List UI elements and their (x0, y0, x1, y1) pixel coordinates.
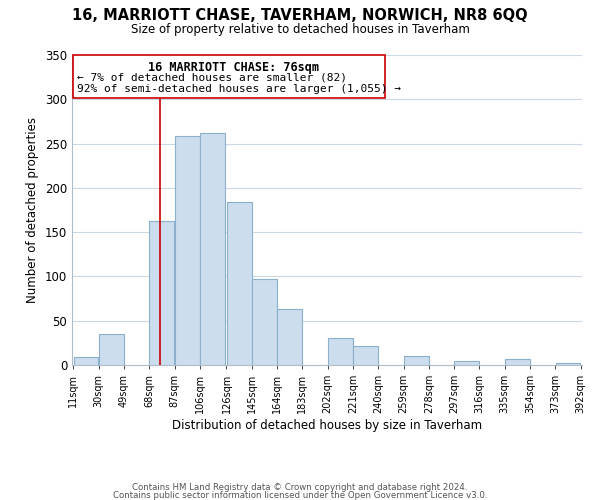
FancyBboxPatch shape (73, 55, 385, 98)
Text: ← 7% of detached houses are smaller (82): ← 7% of detached houses are smaller (82) (77, 72, 347, 83)
Bar (277, 309, 302, 365)
Bar (227, 202, 251, 365)
Bar (454, 360, 479, 365)
Text: Size of property relative to detached houses in Taverham: Size of property relative to detached ho… (131, 22, 469, 36)
Bar (353, 346, 378, 365)
X-axis label: Distribution of detached houses by size in Taverham: Distribution of detached houses by size … (172, 419, 482, 432)
Text: Contains public sector information licensed under the Open Government Licence v3: Contains public sector information licen… (113, 491, 487, 500)
Text: 92% of semi-detached houses are larger (1,055) →: 92% of semi-detached houses are larger (… (77, 84, 401, 94)
Bar (74, 357, 98, 365)
Text: 16 MARRIOTT CHASE: 76sqm: 16 MARRIOTT CHASE: 76sqm (148, 61, 319, 74)
Text: Contains HM Land Registry data © Crown copyright and database right 2024.: Contains HM Land Registry data © Crown c… (132, 484, 468, 492)
Bar (328, 338, 353, 365)
Bar (149, 220, 175, 365)
Bar (252, 279, 277, 365)
Bar (505, 359, 530, 365)
Bar (99, 334, 124, 365)
Y-axis label: Number of detached properties: Number of detached properties (26, 117, 40, 303)
Text: 16, MARRIOTT CHASE, TAVERHAM, NORWICH, NR8 6QQ: 16, MARRIOTT CHASE, TAVERHAM, NORWICH, N… (72, 8, 528, 22)
Bar (556, 363, 580, 365)
Bar (175, 136, 200, 365)
Bar (200, 133, 225, 365)
Bar (404, 356, 428, 365)
